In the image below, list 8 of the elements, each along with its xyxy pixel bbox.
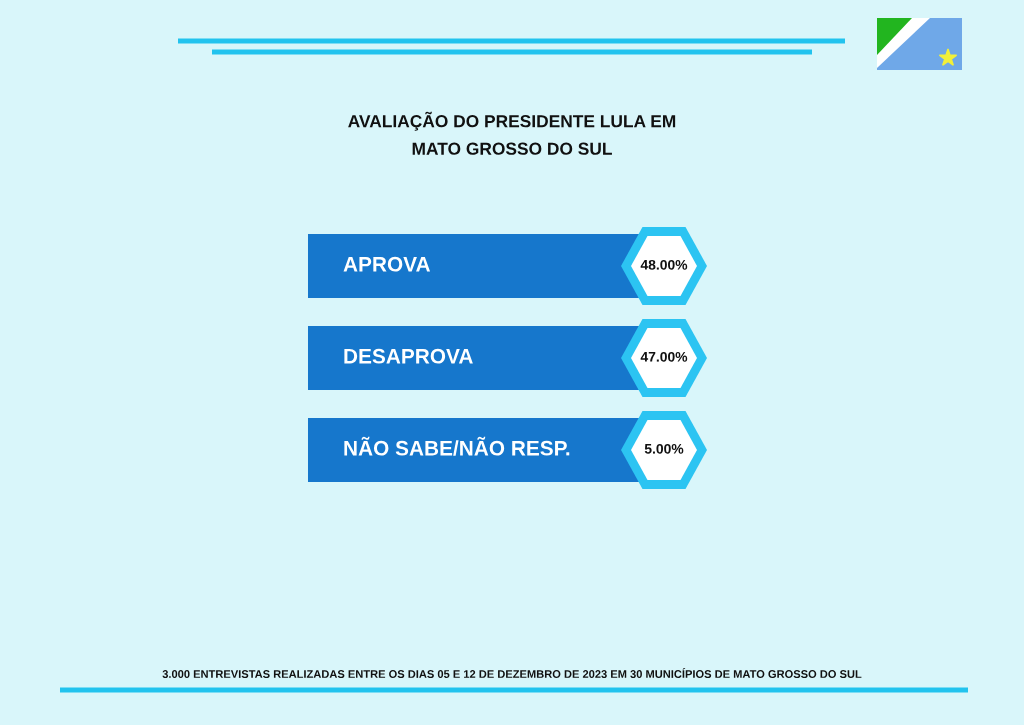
text: AVALIAÇÃO DO PRESIDENTE LULA EM MATO GROSSO DO SUL	[348, 111, 676, 155]
category-label: APROVA	[343, 256, 431, 272]
data-label: 48.00%	[640, 259, 688, 270]
data-label: 47.00%	[640, 351, 688, 362]
category-label: DESAPROVA	[344, 348, 473, 364]
text: 3.000 ENTREVISTAS REALIZADAS ENTRE OS DIAS 05 E 12 DE DEZEMBRO DE 2023 EM 30 MUNICÍPIOS DE MATO GROSSO DO SUL	[162, 668, 862, 678]
category-label: NÃO SABE/NÃO RESP.	[344, 436, 570, 456]
data-label: 5.00%	[644, 443, 684, 454]
